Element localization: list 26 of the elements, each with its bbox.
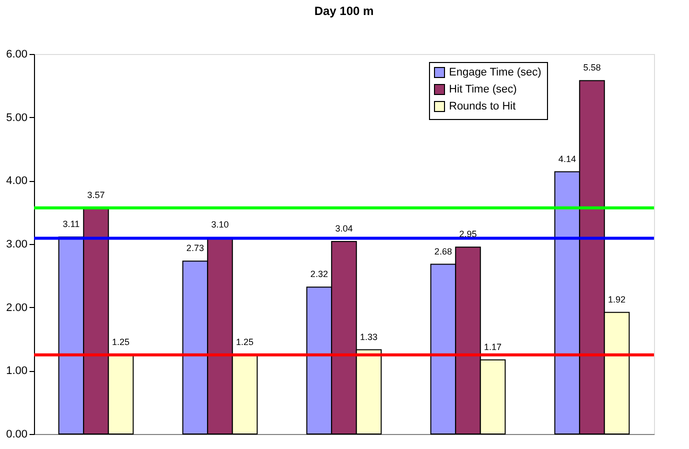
data-label: 2.32 — [310, 269, 328, 280]
legend-label: Rounds to Hit — [449, 100, 516, 112]
y-tick-label: 0.00 — [6, 428, 28, 440]
data-label: 3.10 — [211, 220, 229, 230]
y-tick-label: 5.00 — [6, 112, 28, 124]
data-label: 2.95 — [459, 229, 477, 240]
data-label: 3.57 — [87, 190, 105, 200]
y-tick-label: 2.00 — [6, 302, 28, 314]
data-label: 2.68 — [434, 246, 452, 256]
data-label: 5.58 — [583, 62, 601, 73]
y-tick-label: 6.00 — [6, 48, 28, 60]
legend-label: Hit Time (sec) — [449, 84, 517, 96]
y-tick-label: 3.00 — [6, 238, 28, 250]
data-label: 2.73 — [186, 243, 204, 254]
data-label: 3.04 — [335, 223, 353, 234]
data-label: 1.25 — [112, 336, 130, 347]
data-label: 3.11 — [62, 219, 80, 230]
legend-label: Engage Time (sec) — [449, 66, 542, 78]
data-label: 1.33 — [360, 332, 378, 342]
data-label: 4.14 — [558, 154, 576, 164]
y-tick-label: 1.00 — [6, 365, 28, 378]
data-label: 1.17 — [484, 342, 502, 352]
data-label: 1.25 — [236, 336, 254, 347]
y-tick-label: 4.00 — [6, 175, 28, 188]
chart-title: Day 100 m — [314, 4, 374, 18]
data-label: 1.92 — [608, 294, 626, 304]
